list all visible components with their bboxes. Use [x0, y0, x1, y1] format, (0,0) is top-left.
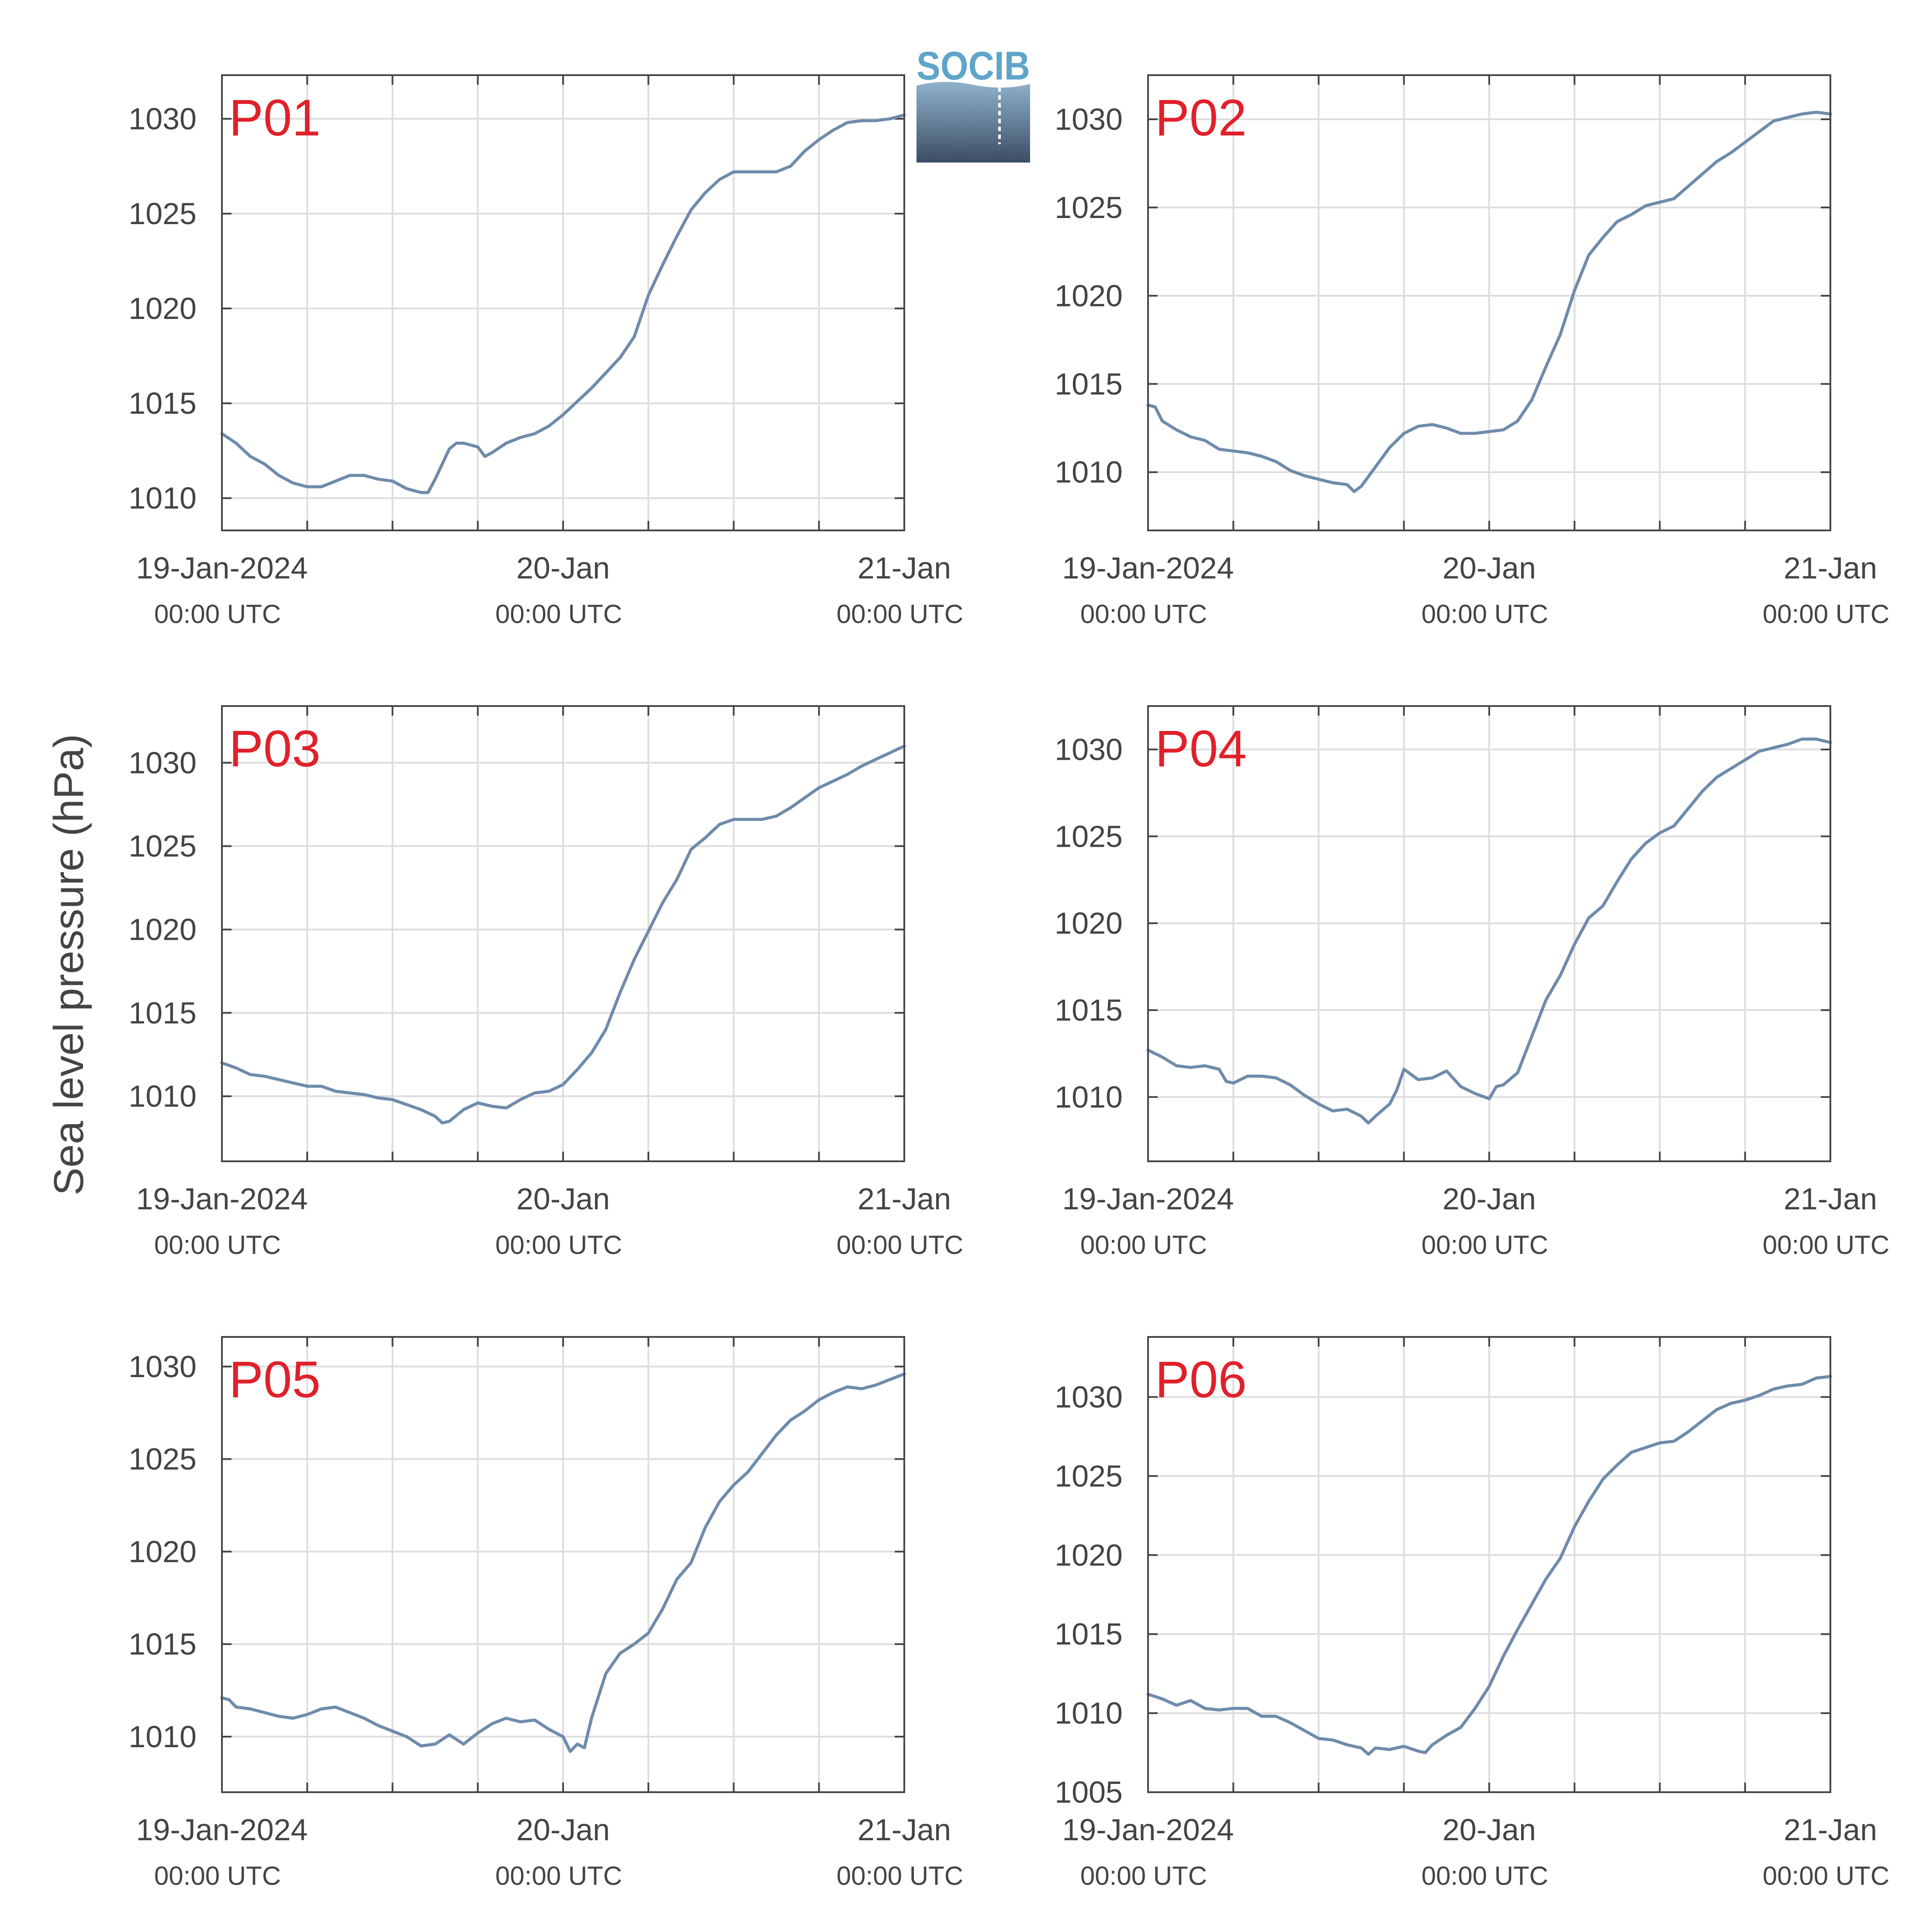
chart-panel-p04: 1010 1015 1020 1025 1030 19-Jan-2024 00:00 UTC…: [1055, 705, 1889, 1260]
panel-label: P01: [229, 89, 321, 147]
y-tick-label: 1015: [128, 386, 197, 420]
plot-frame: [1147, 705, 1831, 1162]
y-tick-label: 1025: [128, 197, 197, 231]
y-tick-label: 1015: [128, 996, 197, 1030]
x-tick-label-time: 00:00 UTC: [154, 1861, 281, 1890]
x-tick-label-time: 00:00 UTC: [1080, 1861, 1207, 1890]
x-tick-label-date: 20-Jan: [516, 1182, 610, 1216]
chart-panel-p06: 1005 1010 1015 1020 1025 1030 19-Jan-2024 00:00…: [1055, 1336, 1889, 1890]
y-tick-label: 1020: [1055, 906, 1123, 940]
logo-wave-icon: [917, 82, 1030, 163]
plot-frame: [1147, 74, 1831, 531]
plot-frame: [1147, 1336, 1831, 1793]
panel-label: P03: [229, 720, 321, 778]
chart-panel-p05: 1010 1015 1020 1025 1030 19-Jan-2024 00:00 UTC…: [128, 1336, 963, 1890]
pressure-series-line: [1146, 737, 1832, 1125]
y-tick-label: 1010: [128, 1720, 197, 1754]
socib-logo: SOCIB: [917, 44, 1030, 163]
y-tick-label: 1025: [1055, 1459, 1123, 1493]
x-tick-label-date: 19-Jan-2024: [1062, 1813, 1234, 1847]
x-tick-label-time: 00:00 UTC: [495, 1861, 622, 1890]
x-tick-label-time: 00:00 UTC: [837, 1230, 963, 1260]
x-tick-label-date: 21-Jan: [1784, 1182, 1877, 1216]
plot-frame: [221, 705, 905, 1162]
x-tick-label-time: 00:00 UTC: [495, 1230, 622, 1260]
chart-panel-p01: 1010 1015 1020 1025 1030 19-Jan-2024 00:00 UTC…: [128, 74, 963, 629]
y-tick-label: 1020: [1055, 279, 1123, 313]
y-tick-label: 1015: [1055, 993, 1123, 1027]
panel-label: P06: [1155, 1351, 1247, 1409]
y-tick-label: 1010: [1055, 455, 1123, 489]
plot-frame: [221, 1336, 905, 1793]
y-axis-label: Sea level pressure (hPa): [45, 734, 92, 1196]
y-tick-label: 1020: [128, 912, 197, 946]
pressure-series-line: [220, 1372, 906, 1753]
x-tick-label-date: 20-Jan: [516, 551, 610, 585]
x-tick-label-date: 21-Jan: [858, 1182, 951, 1216]
y-tick-label: 1005: [1055, 1775, 1123, 1809]
y-tick-label: 1025: [1055, 190, 1123, 225]
x-tick-label-date: 19-Jan-2024: [136, 1813, 308, 1847]
x-tick-label-time: 00:00 UTC: [154, 1230, 281, 1260]
y-tick-label: 1030: [1055, 732, 1123, 766]
pressure-series-line: [220, 113, 906, 494]
logo-text: SOCIB: [917, 44, 1030, 88]
y-tick-label: 1030: [1055, 1380, 1123, 1414]
x-tick-label-time: 00:00 UTC: [1421, 1230, 1548, 1260]
x-tick-label-time: 00:00 UTC: [154, 599, 281, 629]
y-tick-label: 1030: [128, 746, 197, 780]
x-tick-label-time: 00:00 UTC: [1763, 599, 1889, 629]
plot-frame: [221, 74, 905, 531]
y-tick-label: 1020: [128, 1534, 197, 1568]
y-tick-label: 1020: [1055, 1538, 1123, 1572]
chart-panel-p03: 1010 1015 1020 1025 1030 19-Jan-2024 00:00 UTC…: [128, 705, 963, 1260]
panel-label: P04: [1155, 720, 1247, 778]
x-tick-label-date: 19-Jan-2024: [1062, 551, 1234, 585]
y-tick-label: 1015: [128, 1627, 197, 1661]
y-tick-label: 1030: [1055, 102, 1123, 136]
y-tick-label: 1015: [1055, 367, 1123, 401]
x-tick-label-date: 19-Jan-2024: [136, 1182, 308, 1216]
panel-label: P02: [1155, 89, 1247, 147]
x-tick-label-time: 00:00 UTC: [1763, 1861, 1889, 1890]
chart-panel-p02: 1010 1015 1020 1025 1030 19-Jan-2024 00:00 UTC…: [1055, 74, 1889, 629]
pressure-series-line: [1146, 111, 1832, 493]
y-tick-label: 1020: [128, 291, 197, 325]
x-tick-label-date: 21-Jan: [1784, 551, 1877, 585]
y-tick-label: 1015: [1055, 1617, 1123, 1651]
y-tick-label: 1030: [128, 1350, 197, 1384]
y-tick-label: 1010: [1055, 1696, 1123, 1730]
x-tick-label-time: 00:00 UTC: [837, 1861, 963, 1890]
x-tick-label-time: 00:00 UTC: [1421, 599, 1548, 629]
pressure-series-line: [220, 744, 906, 1125]
y-tick-label: 1010: [128, 481, 197, 515]
y-tick-label: 1030: [128, 102, 197, 136]
x-tick-label-date: 20-Jan: [1442, 1182, 1536, 1216]
y-tick-label: 1010: [128, 1079, 197, 1113]
x-tick-label-date: 21-Jan: [858, 1813, 951, 1847]
x-tick-label-date: 20-Jan: [1442, 1813, 1536, 1847]
x-tick-label-time: 00:00 UTC: [1080, 1230, 1207, 1260]
y-tick-label: 1025: [128, 1442, 197, 1476]
x-tick-label-time: 00:00 UTC: [1763, 1230, 1889, 1260]
x-tick-label-date: 20-Jan: [516, 1813, 610, 1847]
x-tick-label-time: 00:00 UTC: [837, 599, 963, 629]
x-tick-label-date: 21-Jan: [858, 551, 951, 585]
x-tick-label-date: 19-Jan-2024: [1062, 1182, 1234, 1216]
x-tick-label-date: 20-Jan: [1442, 551, 1536, 585]
y-tick-label: 1010: [1055, 1080, 1123, 1114]
y-tick-label: 1025: [1055, 819, 1123, 853]
x-tick-label-date: 21-Jan: [1784, 1813, 1877, 1847]
panel-label: P05: [229, 1351, 321, 1409]
x-tick-label-time: 00:00 UTC: [1080, 599, 1207, 629]
x-tick-label-time: 00:00 UTC: [495, 599, 622, 629]
y-tick-label: 1025: [128, 829, 197, 863]
x-tick-label-date: 19-Jan-2024: [136, 551, 308, 585]
x-tick-label-time: 00:00 UTC: [1421, 1861, 1548, 1890]
pressure-series-line: [1146, 1375, 1832, 1756]
